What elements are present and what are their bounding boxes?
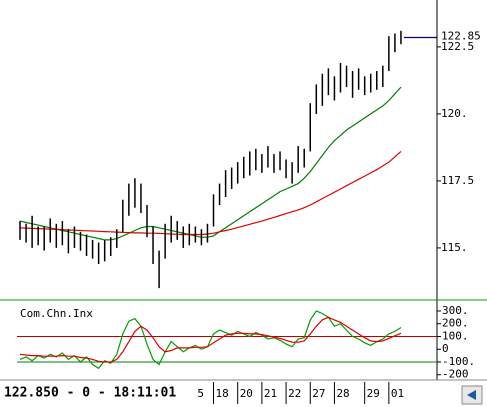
x-tick-label: 18 — [216, 387, 229, 400]
scroll-icon — [467, 390, 476, 400]
plot: 122.5 120. 117.5 115. 122.85 Com.Chn.Inx 300.2… — [0, 0, 487, 381]
x-tick-label: 29 — [367, 387, 380, 400]
status-box — [0, 382, 196, 404]
x-tick-label: 01 — [391, 387, 404, 400]
y-tick-label: 115. — [441, 241, 468, 254]
indicator-line — [19, 310, 402, 370]
y-tick-label: 200. — [442, 317, 469, 330]
y-tick-label: -100. — [442, 355, 475, 368]
x-tick-label: 20 — [240, 387, 253, 400]
x-tick-label: 5 — [197, 387, 204, 400]
indicator-line — [19, 316, 402, 363]
moving-average — [19, 150, 402, 236]
status-text: 122.850 - 0 - 18:11:01 — [4, 386, 176, 401]
x-tick-label: 28 — [336, 387, 349, 400]
y-tick-label: 100. — [442, 329, 469, 342]
last-price-label: 122.85 — [441, 30, 481, 43]
x-tick-label: 22 — [288, 387, 301, 400]
y-tick-label: 122.5 — [441, 40, 474, 53]
x-axis: 5 18 20 21 22 27 28 29 01 — [194, 382, 404, 404]
x-tick-label: 27 — [312, 387, 325, 400]
x-tick-label: 21 — [264, 387, 277, 400]
moving-average — [19, 86, 402, 241]
y-tick-label: -200 — [442, 368, 469, 381]
y-tick-label: 0 — [442, 342, 449, 355]
y-tick-label: 120. — [441, 107, 468, 120]
y-tick-label: 300. — [442, 304, 469, 317]
y-tick-label: 117.5 — [441, 174, 474, 187]
panel-title: Com.Chn.Inx — [20, 307, 93, 320]
